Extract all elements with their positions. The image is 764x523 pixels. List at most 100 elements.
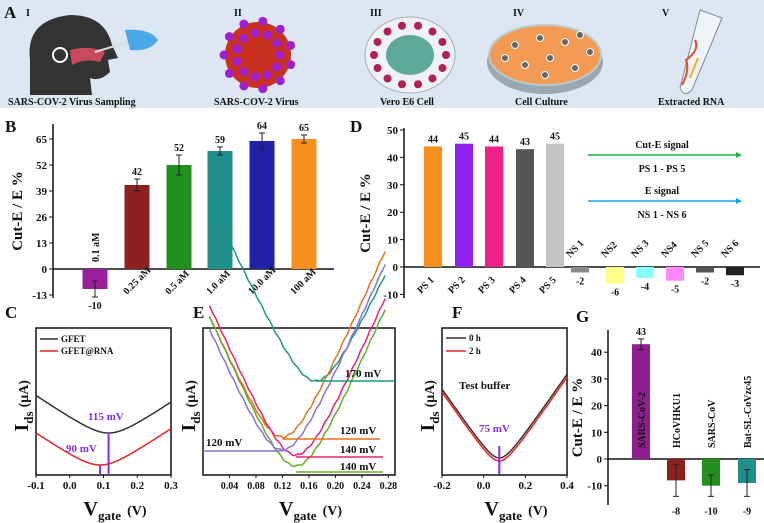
x-tick-label: 0.28 <box>380 481 398 492</box>
bar <box>606 267 624 284</box>
legend-label: 0 h <box>469 333 481 343</box>
virus-dot-icon <box>414 21 423 30</box>
virus-dot-icon <box>428 27 437 36</box>
x-tick-label: -0.1 <box>27 480 44 492</box>
virus-dot-icon <box>373 64 382 73</box>
bar <box>636 267 654 278</box>
y-tick-label: 20 <box>387 207 399 219</box>
value-label: 45 <box>459 132 469 143</box>
y-tick-label: 30 <box>591 374 603 386</box>
x-tick-label: 0.0 <box>63 480 77 492</box>
virus-dot-icon <box>428 74 437 83</box>
y-axis-label: Ids(μA) <box>11 380 36 432</box>
y-tick-label: 26 <box>36 212 48 224</box>
x-tick-label: 0.24 <box>353 481 371 492</box>
panel-b-label: B <box>5 117 16 136</box>
category-label: NS4 <box>659 240 679 260</box>
value-label: 44 <box>428 134 438 145</box>
spike-icon <box>275 24 285 34</box>
value-label: -2 <box>701 276 709 287</box>
vero-cell-illustration <box>364 16 456 94</box>
spike-icon <box>239 19 249 29</box>
panel-d-chart: 50 40 30 20 10 0 -10 Cut-E / E % 44 PS 1 45 PS 2 44 P… <box>358 125 760 301</box>
spike-icon <box>232 44 242 54</box>
legend-label: GFET <box>61 334 86 344</box>
bar <box>424 146 442 267</box>
value-label: -4 <box>641 282 649 293</box>
spike-icon <box>219 50 229 60</box>
panel-g-label: G <box>576 307 589 326</box>
category-label: PS 1 <box>415 275 436 296</box>
signal-title: E signal <box>645 186 679 197</box>
category-label: SARS-CoV <box>707 399 718 448</box>
value-label: 43 <box>636 327 646 338</box>
transfer-curve <box>208 298 386 457</box>
value-label: -3 <box>731 279 739 290</box>
value-label: -8 <box>672 506 680 517</box>
bar <box>571 267 589 273</box>
arrow-head-icon <box>736 152 742 158</box>
value-label: 64 <box>257 121 267 132</box>
bar <box>696 267 714 273</box>
virus-dot-icon <box>383 27 392 36</box>
step-caption: Vero E6 Cell <box>380 97 434 108</box>
value-label: 59 <box>215 135 225 146</box>
bar <box>702 459 720 486</box>
bar <box>207 151 233 269</box>
value-label: 52 <box>174 143 184 154</box>
transfer-curve <box>35 394 172 434</box>
panel-a-label: A <box>4 3 17 22</box>
x-tick-label: 0.0 <box>477 480 491 492</box>
error-bar <box>134 178 140 192</box>
y-tick-label: 10 <box>387 235 399 247</box>
annotation-label: Test buffer <box>459 380 510 392</box>
x-tick-label: 0.1 <box>97 480 111 492</box>
dirac-label: 170 mV <box>345 368 381 380</box>
y-tick-label: 20 <box>591 401 603 413</box>
spike-icon <box>262 30 272 40</box>
bar <box>249 141 275 269</box>
spike-icon <box>258 16 268 26</box>
category-label: PS 2 <box>446 275 467 296</box>
panel-c-label: C <box>5 303 17 322</box>
virus-dot-icon <box>586 48 594 56</box>
transfer-curve <box>441 376 568 462</box>
y-tick-label: -13 <box>32 290 47 302</box>
value-label: -9 <box>743 506 751 517</box>
spike-icon <box>239 67 249 77</box>
category-label: HCoVHKU1 <box>672 393 683 448</box>
y-tick-label: 0 <box>597 454 603 466</box>
arrow-head-icon <box>736 198 742 204</box>
y-tick-label: 0 <box>42 264 48 276</box>
x-tick-label: 0.2 <box>130 480 144 492</box>
y-axis-label: Cut-E / E % <box>358 173 374 253</box>
y-axis-label: Cut-E / E % <box>10 171 26 251</box>
spike-icon <box>272 38 282 48</box>
signal-subtitle: NS 1 - NS 6 <box>638 210 687 221</box>
y-tick-label: 52 <box>36 160 48 172</box>
virus-dot-icon <box>370 51 378 59</box>
y-tick-label: -10 <box>587 481 602 493</box>
bar <box>166 165 192 269</box>
virus-illustration <box>219 16 296 94</box>
virus-dot-icon <box>373 37 382 46</box>
value-label: 43 <box>520 137 530 148</box>
virus-dot-icon <box>521 61 529 69</box>
bar <box>485 146 503 267</box>
y-axis-label: Ids(μA) <box>178 380 203 432</box>
value-label: -10 <box>704 506 717 517</box>
step-numeral: V <box>662 8 670 19</box>
spike-icon <box>286 60 296 70</box>
error-bar <box>673 463 679 497</box>
panel-f-label: F <box>452 303 462 322</box>
panel-g-chart: 40 30 20 10 0 -10 Cut-E / E % 43 SARS-CoV-2 -8 HCo… <box>570 327 764 517</box>
error-bar <box>92 280 98 298</box>
x-axis-label: Vgate (V) <box>485 498 548 523</box>
y-tick-label: 10 <box>591 427 603 439</box>
bar <box>632 344 650 459</box>
y-tick-label: 39 <box>36 186 48 198</box>
dirac-label: 120 mV <box>206 437 242 449</box>
bar <box>455 143 473 267</box>
category-label: NS 1 <box>564 238 586 260</box>
step-caption: SARS-COV-2 Virus Sampling <box>8 97 136 108</box>
